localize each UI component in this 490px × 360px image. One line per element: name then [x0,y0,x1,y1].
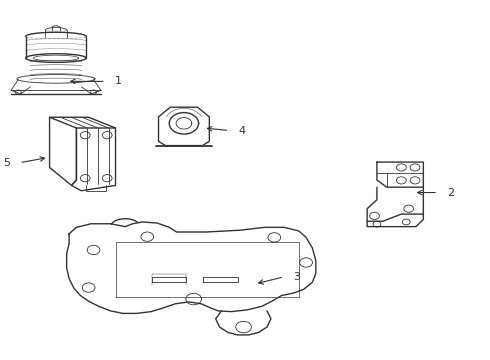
Text: 1: 1 [115,76,122,86]
Text: 2: 2 [447,188,454,198]
Text: 4: 4 [238,126,245,135]
Text: 5: 5 [3,158,10,168]
Text: 3: 3 [293,272,300,282]
